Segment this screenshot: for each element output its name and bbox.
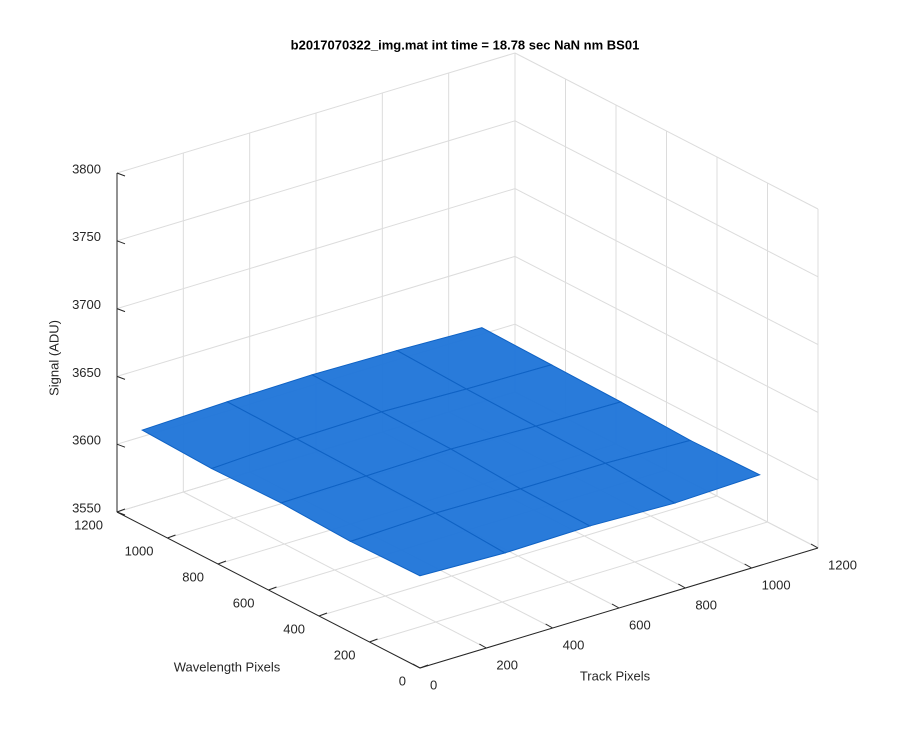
z-axis-label: Signal (ADU)	[46, 320, 61, 396]
grid-line	[116, 52, 516, 174]
y-tick-label: 600	[233, 595, 255, 610]
y-tick-label: 800	[182, 569, 204, 584]
y-tick-label: 1200	[74, 517, 103, 532]
x-tick-label: 1000	[762, 577, 791, 592]
z-tick-label: 3700	[72, 297, 101, 312]
tick-mark	[116, 172, 126, 177]
z-tick-label: 3550	[72, 500, 101, 515]
x-tick-label: 200	[496, 657, 518, 672]
tick-mark	[678, 583, 686, 589]
tick-mark	[116, 375, 126, 380]
tick-mark	[167, 534, 176, 539]
tick-mark	[318, 612, 328, 617]
x-tick-label: 1200	[828, 557, 857, 572]
grid-line	[116, 120, 516, 242]
tick-mark	[116, 443, 126, 448]
x-tick-label: 800	[695, 597, 717, 612]
tick-mark	[268, 586, 277, 591]
surface-cell	[349, 512, 507, 577]
x-tick-label: 600	[629, 617, 651, 632]
tick-mark	[369, 638, 378, 643]
tick-mark	[611, 603, 620, 609]
tick-mark	[116, 240, 126, 245]
tick-mark	[116, 508, 126, 513]
z-tick-label: 3650	[72, 365, 101, 380]
tick-mark	[479, 643, 487, 649]
z-tick-label: 3750	[72, 229, 101, 244]
y-tick-label: 200	[334, 647, 356, 662]
grid-line	[116, 255, 516, 377]
y-tick-label: 1000	[125, 543, 154, 558]
z-tick-label: 3600	[72, 433, 101, 448]
y-axis-label: Wavelength Pixels	[174, 659, 281, 674]
tick-mark	[116, 308, 126, 313]
x-tick-label: 0	[430, 677, 437, 692]
chart-title: b2017070322_img.mat int time = 18.78 sec…	[291, 37, 640, 52]
axes: 0 200 400 600 800 1000 1200 0 200 400 600 800 1000 12…	[72, 161, 857, 692]
grid-line	[514, 120, 819, 278]
tick-mark	[810, 543, 819, 549]
y-tick-label: 400	[283, 621, 305, 636]
tick-mark	[419, 664, 429, 669]
grid-line	[514, 255, 819, 413]
tick-mark	[217, 560, 227, 565]
tick-mark	[116, 511, 126, 516]
x-tick-label: 400	[563, 637, 585, 652]
grid-line	[514, 188, 819, 346]
grid-line	[369, 521, 768, 643]
grid-line	[514, 323, 819, 481]
grid-line	[318, 495, 718, 617]
surface	[141, 327, 761, 577]
grid-line	[514, 52, 819, 210]
y-tick-label: 0	[399, 673, 406, 688]
x-axis-label: Track Pixels	[580, 668, 651, 683]
tick-mark	[545, 623, 553, 629]
grid-line	[116, 188, 516, 310]
tick-mark	[412, 663, 421, 669]
tick-mark	[744, 563, 752, 569]
z-tick-label: 3800	[72, 161, 101, 176]
